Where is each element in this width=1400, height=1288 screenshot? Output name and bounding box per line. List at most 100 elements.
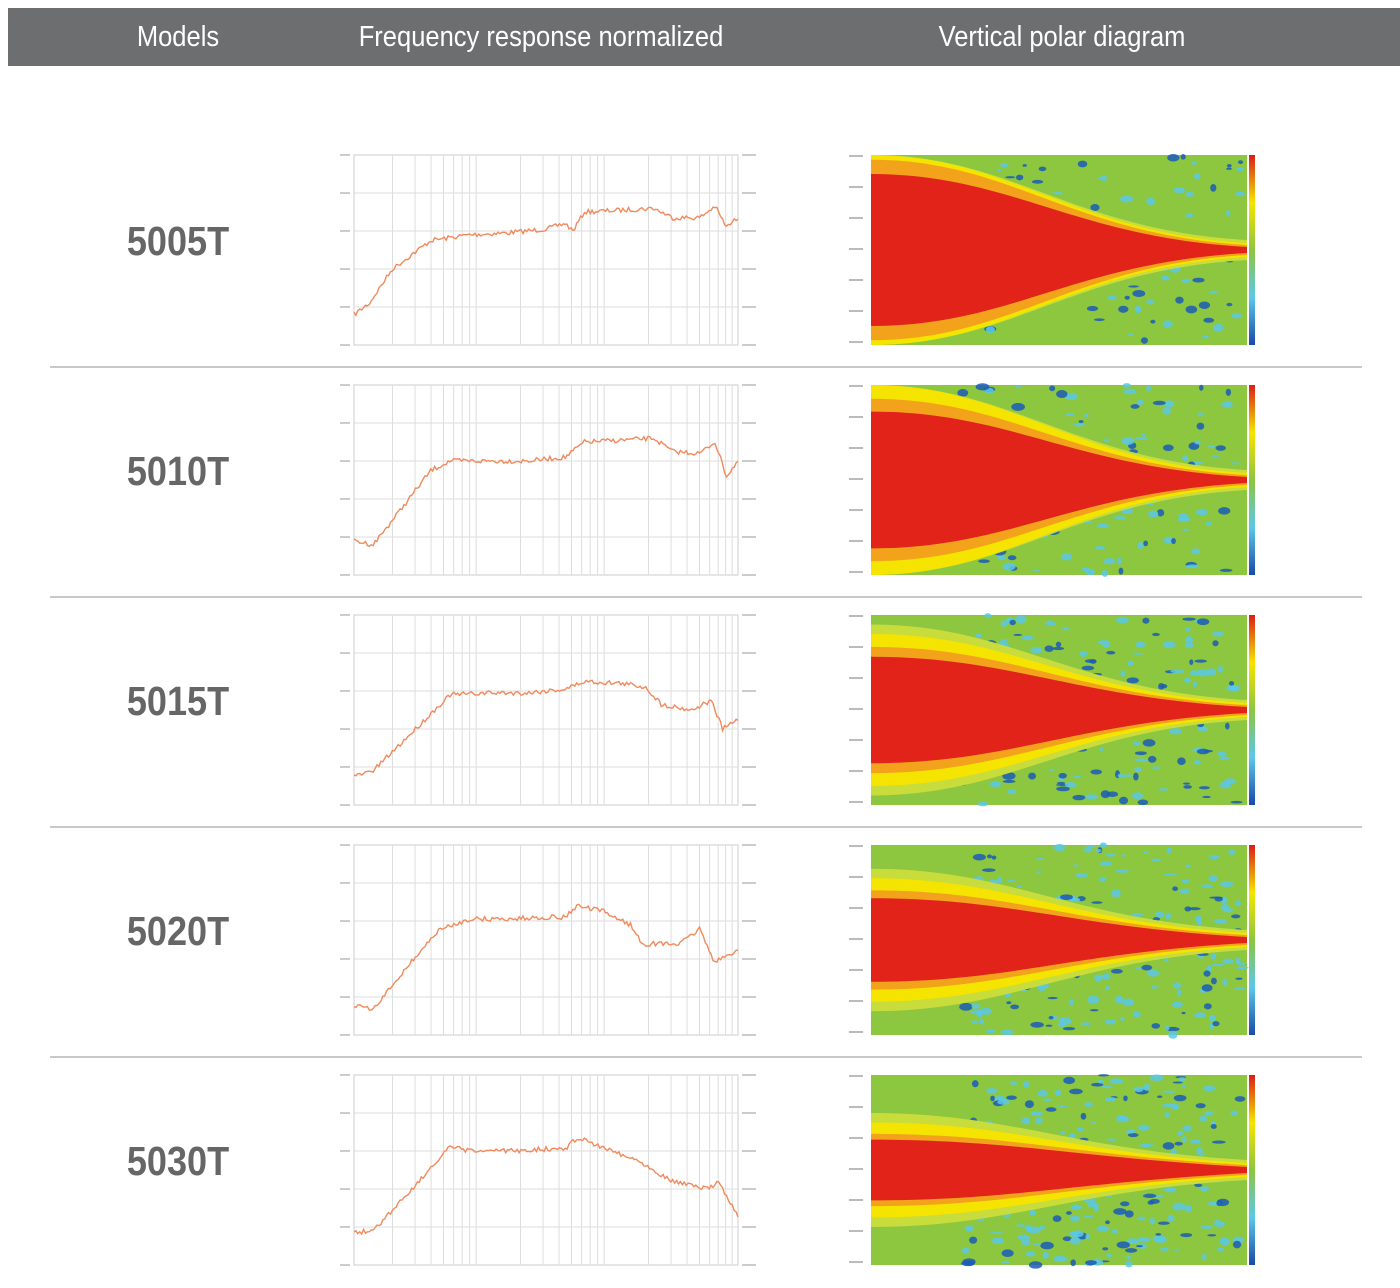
speckle	[1036, 870, 1042, 874]
speckle	[1131, 912, 1144, 917]
speckle	[1204, 1110, 1214, 1116]
speckle	[1007, 789, 1017, 795]
speckle	[1184, 1204, 1192, 1213]
axis-text	[340, 536, 350, 538]
speckle	[1219, 881, 1234, 887]
axis-text	[849, 248, 863, 250]
speckle	[1091, 901, 1103, 904]
axis-text	[340, 574, 350, 576]
speckle	[1151, 858, 1162, 862]
speckle	[1162, 407, 1172, 415]
speckle	[1228, 681, 1235, 686]
speckle	[1077, 160, 1088, 168]
axis-text	[340, 1150, 350, 1152]
speckle	[1208, 874, 1218, 882]
speckle	[1168, 1030, 1178, 1039]
axis-text	[340, 1226, 350, 1228]
speckle	[1021, 1117, 1031, 1125]
speckle	[1124, 1210, 1134, 1218]
speckle	[1148, 510, 1159, 518]
column-header: Frequency response normalized	[358, 21, 724, 53]
speckle	[1225, 388, 1232, 396]
axis-text	[340, 996, 350, 998]
speckle	[1164, 1112, 1171, 1118]
axis-text	[742, 804, 756, 806]
speckle	[1155, 1233, 1162, 1236]
model-name: 5010T	[126, 448, 230, 494]
speckle	[1052, 191, 1064, 195]
speckle	[1017, 1234, 1031, 1240]
speckle	[1021, 1238, 1031, 1246]
speckle	[1039, 1225, 1046, 1230]
lobe	[871, 656, 1247, 764]
axis-text	[849, 1106, 863, 1108]
axis-text	[742, 460, 756, 462]
speckle	[1202, 795, 1211, 799]
speckle	[1197, 726, 1209, 732]
speckle	[1118, 567, 1124, 575]
speckle	[1222, 958, 1234, 964]
speckle	[1022, 164, 1027, 167]
axis-text	[742, 1188, 756, 1190]
speckle	[1205, 521, 1212, 526]
polar-diagram	[849, 383, 1255, 577]
table-row: 5020T	[0, 826, 1400, 1058]
axis-text	[849, 801, 863, 803]
speckle	[1161, 275, 1170, 281]
speckle	[1208, 854, 1221, 860]
axis-text	[340, 1074, 350, 1076]
speckle	[1133, 772, 1139, 781]
table-row: 5030T	[0, 1056, 1400, 1288]
speckle	[1185, 864, 1191, 868]
speckle	[1002, 562, 1016, 571]
speckle	[1097, 640, 1111, 645]
speckle	[982, 868, 996, 872]
speckle	[971, 1080, 979, 1088]
speckle	[1177, 757, 1186, 766]
speckle	[1117, 557, 1122, 565]
model-name: 5015T	[126, 678, 230, 724]
speckle	[1140, 433, 1146, 437]
speckle	[1138, 1124, 1150, 1131]
speckle	[1117, 773, 1124, 778]
speckle	[1072, 1230, 1084, 1238]
speckle	[1201, 1187, 1208, 1193]
speckle	[1219, 1237, 1231, 1246]
axis-text	[340, 192, 350, 194]
column-header: Models	[136, 21, 220, 53]
speckle	[1132, 652, 1144, 655]
speckle	[1230, 462, 1240, 465]
speckle	[1030, 1021, 1044, 1028]
speckle	[1072, 794, 1086, 801]
speckle	[1097, 1079, 1104, 1084]
speckle	[957, 388, 969, 397]
speckle	[1061, 553, 1073, 561]
axis-text	[742, 536, 756, 538]
speckle	[1189, 659, 1194, 665]
speckle	[1120, 670, 1125, 677]
speckle	[1022, 1081, 1030, 1088]
speckle	[1045, 1024, 1053, 1027]
axis-text	[742, 1226, 756, 1228]
speckle	[1099, 842, 1107, 849]
speckle	[1177, 517, 1191, 522]
speckle	[1122, 998, 1135, 1007]
speckle	[1116, 1115, 1127, 1120]
speckle	[1134, 766, 1143, 773]
speckle	[1090, 769, 1103, 775]
speckle	[1010, 1004, 1020, 1010]
axis-text	[340, 268, 350, 270]
speckle	[1116, 1241, 1130, 1249]
speckle	[1196, 508, 1208, 516]
axis-text	[742, 1074, 756, 1076]
axis-text	[849, 385, 863, 387]
response-curve	[353, 903, 739, 1012]
speckle	[1207, 1234, 1217, 1237]
speckle	[1192, 277, 1205, 283]
speckle	[997, 1099, 1011, 1105]
speckle	[1203, 317, 1215, 323]
speckle	[1221, 896, 1227, 905]
speckle	[1217, 665, 1223, 673]
speckle	[1073, 1204, 1078, 1208]
axis-text	[742, 1264, 756, 1266]
